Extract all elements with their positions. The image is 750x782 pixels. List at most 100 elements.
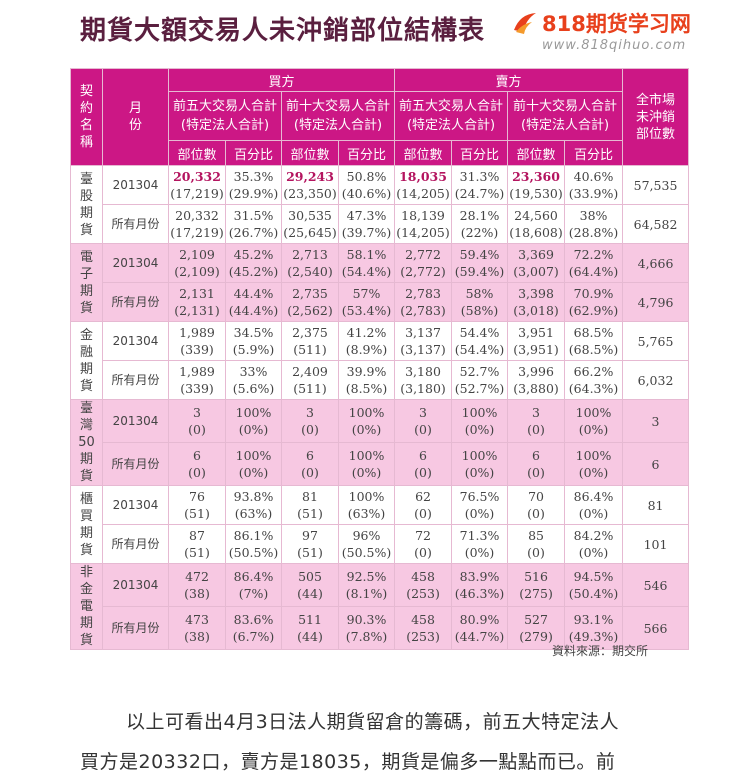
- cell-main-value: 62: [415, 489, 431, 504]
- cell-institution-value: (54.4%): [454, 342, 505, 357]
- header-positions: 部位數: [281, 140, 339, 166]
- cell-main-value: 66.2%: [573, 364, 614, 379]
- percent-cell: 93.1% (49.3%): [564, 606, 624, 650]
- percent-cell: 80.9% (44.7%): [451, 606, 509, 650]
- contract-name: 櫃買期貨: [70, 485, 103, 564]
- cell-main-value: 76.5%: [459, 489, 500, 504]
- percent-cell: 28.1% (22%): [451, 204, 509, 244]
- percent-cell: 33% (5.6%): [225, 360, 282, 400]
- cell-main-value: 100%: [575, 405, 612, 420]
- position-cell: 2,375 (511): [281, 321, 339, 361]
- position-cell: 3,996 (3,880): [507, 360, 566, 400]
- cell-institution-value: (0%): [578, 465, 609, 480]
- logo-swoosh-icon: [514, 13, 536, 34]
- cell-main-value: 2,713: [292, 247, 328, 262]
- percent-cell: 58% (58%): [451, 282, 509, 322]
- cell-main-value: 2,409: [292, 364, 328, 379]
- percent-cell: 57% (53.4%): [337, 282, 396, 322]
- month-cell: 所有月份: [102, 360, 169, 400]
- header-sell-top10: 前十大交易人合計 (特定法人合計): [507, 91, 624, 141]
- cell-institution-value: (18,608): [509, 225, 563, 240]
- percent-cell: 100% (0%): [451, 442, 509, 486]
- header-buy: 買方: [167, 68, 396, 92]
- cell-main-value: 3: [193, 405, 201, 420]
- article-paragraph: 以上可看出4月3日法人期貨留倉的籌碼，前五大特定法人 買方是20332口，賣方是…: [80, 702, 712, 782]
- cell-main-value: 24,560: [514, 208, 558, 223]
- percent-cell: 100% (0%): [337, 399, 396, 443]
- position-cell: 527 (279): [507, 606, 566, 650]
- cell-main-value: 100%: [575, 448, 612, 463]
- position-cell: 458 (253): [394, 606, 453, 650]
- cell-institution-value: (40.6%): [341, 186, 392, 201]
- percent-cell: 100% (0%): [225, 399, 282, 443]
- cell-main-value: 3,369: [518, 247, 554, 262]
- cell-institution-value: (63%): [347, 506, 386, 521]
- market-total-cell: 101: [622, 524, 690, 564]
- table-row: 電子期貨 201304 2,109 (2,109) 45.2% (45.2%) 2,713 (…: [70, 243, 690, 322]
- cell-main-value: 34.5%: [233, 325, 274, 340]
- cell-institution-value: (44.7%): [454, 629, 505, 644]
- cell-institution-value: (44.4%): [228, 303, 279, 318]
- page-header: 期貨大額交易人未沖銷部位結構表 818期货学习网 www.818qihuo.co…: [0, 0, 750, 62]
- cell-main-value: 47.3%: [346, 208, 387, 223]
- cell-main-value: 72: [415, 528, 431, 543]
- cell-institution-value: (0): [414, 545, 432, 560]
- cell-main-value: 28.1%: [459, 208, 500, 223]
- market-total-cell: 546: [622, 563, 690, 607]
- cell-main-value: 71.3%: [459, 528, 500, 543]
- position-cell: 62 (0): [394, 485, 453, 525]
- position-cell: 511 (44): [281, 606, 339, 650]
- table-body: 臺股期貨 201304 20,332 (17,219) 35.3% (29.9%) 29,2…: [70, 165, 690, 650]
- cell-institution-value: (3,180): [400, 381, 446, 396]
- position-cell: 6 (0): [281, 442, 339, 486]
- month-cell: 所有月份: [102, 282, 169, 322]
- cell-institution-value: (50.5%): [341, 545, 392, 560]
- cell-institution-value: (0%): [464, 465, 495, 480]
- cell-institution-value: (23,350): [283, 186, 337, 201]
- percent-cell: 58.1% (54.4%): [337, 243, 396, 283]
- header-buy-top10: 前十大交易人合計 (特定法人合計): [280, 91, 396, 141]
- cell-main-value: 76: [189, 489, 205, 504]
- cell-institution-value: (7.8%): [345, 629, 388, 644]
- cell-main-value: 2,131: [179, 286, 215, 301]
- cell-main-value: 527: [524, 612, 548, 627]
- month-cell: 201304: [102, 485, 169, 525]
- percent-cell: 47.3% (39.7%): [337, 204, 396, 244]
- position-cell: 70 (0): [507, 485, 566, 525]
- cell-institution-value: (14,205): [396, 225, 450, 240]
- position-cell: 2,131 (2,131): [168, 282, 226, 322]
- table-row: 所有月份 6 (0) 100% (0%) 6 (0) 100% (0%) 6 (0) 100% (0%)…: [71, 442, 690, 486]
- percent-cell: 59.4% (59.4%): [451, 243, 509, 283]
- table-row: 所有月份 1,989 (339) 33% (5.6%) 2,409 (511) 39.9% (8…: [71, 360, 690, 400]
- cell-main-value: 97: [302, 528, 318, 543]
- page-title: 期貨大額交易人未沖銷部位結構表: [80, 16, 486, 46]
- market-total-cell: 5,765: [622, 321, 690, 361]
- paragraph-line: 以上可看出4月3日法人期貨留倉的籌碼，前五大特定法人: [126, 711, 620, 733]
- cell-main-value: 516: [524, 569, 548, 584]
- cell-institution-value: (3,007): [513, 264, 559, 279]
- percent-cell: 52.7% (52.7%): [451, 360, 509, 400]
- percent-cell: 41.2% (8.9%): [337, 321, 396, 361]
- site-logo[interactable]: 818期货学习网 www.818qihuo.com: [512, 6, 692, 56]
- cell-institution-value: (51): [184, 545, 210, 560]
- cell-main-value: 458: [411, 569, 435, 584]
- position-cell: 18,035 (14,205): [394, 165, 453, 205]
- cell-institution-value: (253): [406, 629, 440, 644]
- cell-institution-value: (2,562): [287, 303, 333, 318]
- cell-main-value: 100%: [461, 448, 498, 463]
- cell-institution-value: (0): [188, 465, 206, 480]
- cell-institution-value: (14,205): [396, 186, 450, 201]
- percent-cell: 39.9% (8.5%): [337, 360, 396, 400]
- cell-institution-value: (28.8%): [568, 225, 619, 240]
- cell-institution-value: (0): [527, 422, 545, 437]
- position-cell: 505 (44): [281, 563, 339, 607]
- cell-main-value: 83.6%: [233, 612, 274, 627]
- cell-institution-value: (0): [188, 422, 206, 437]
- cell-institution-value: (0%): [351, 422, 382, 437]
- cell-institution-value: (38): [184, 586, 210, 601]
- cell-main-value: 86.1%: [233, 528, 274, 543]
- cell-institution-value: (26.7%): [228, 225, 279, 240]
- cell-main-value: 86.4%: [233, 569, 274, 584]
- month-cell: 201304: [102, 563, 169, 607]
- cell-institution-value: (3,018): [513, 303, 559, 318]
